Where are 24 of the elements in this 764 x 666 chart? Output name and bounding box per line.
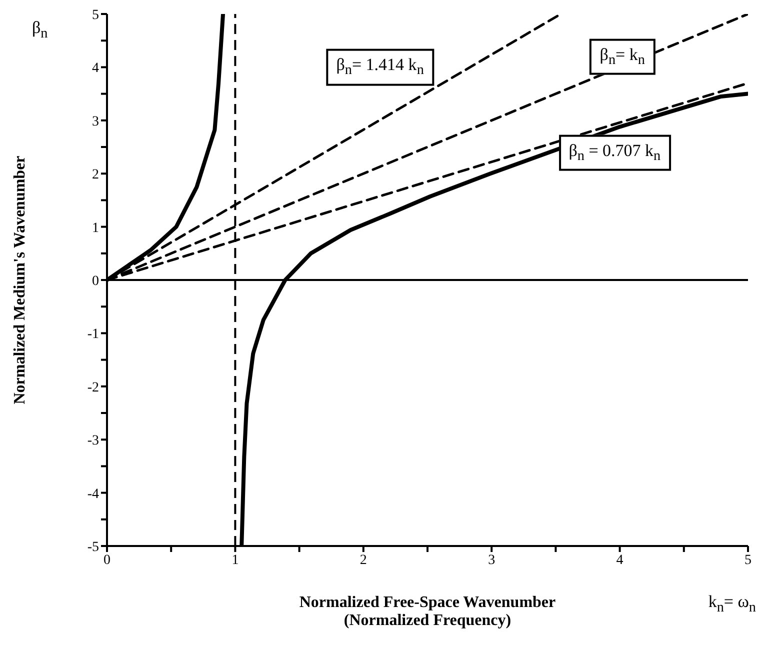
y-tick-label: 4 <box>92 61 99 76</box>
x-tick-label: 4 <box>616 552 624 568</box>
y-tick-label: 1 <box>92 220 99 236</box>
text: β$_{n}$ <box>32 18 48 42</box>
y-tick-label: -1 <box>87 327 99 342</box>
x-tick-label: 3 <box>488 552 496 568</box>
y-tick-label: -5 <box>87 540 99 555</box>
x-axis-title: Normalized Free-Space Wavenumber (Normalized Frequency) <box>299 594 556 629</box>
y-tick-label: 3 <box>92 114 99 130</box>
x-tick-label: 0 <box>104 552 110 568</box>
y-tick-label: 2 <box>92 168 99 183</box>
y-tick-label: -4 <box>87 486 99 502</box>
x-tick-label: 5 <box>744 552 752 568</box>
x-tick-label: 1 <box>232 552 239 568</box>
annotation: β$_{n}$ = 0.707 k$_{n}$ <box>558 134 671 172</box>
y-axis-title: Normalized Medium's Wavenumber <box>11 156 29 404</box>
x-tick-label: 2 <box>360 552 367 568</box>
y-tick-label: 5 <box>92 8 99 23</box>
annotation: β$_{n}$= 1.414 k$_{n}$ <box>326 48 434 86</box>
y-tick-label: -3 <box>87 434 99 449</box>
y-tick-label: -2 <box>87 380 99 396</box>
annotation: β$_{n}$= k$_{n}$ <box>590 38 655 75</box>
text: k$_{n}$= ω$_{n}$ <box>708 592 756 616</box>
y-tick-label: 0 <box>92 274 99 289</box>
